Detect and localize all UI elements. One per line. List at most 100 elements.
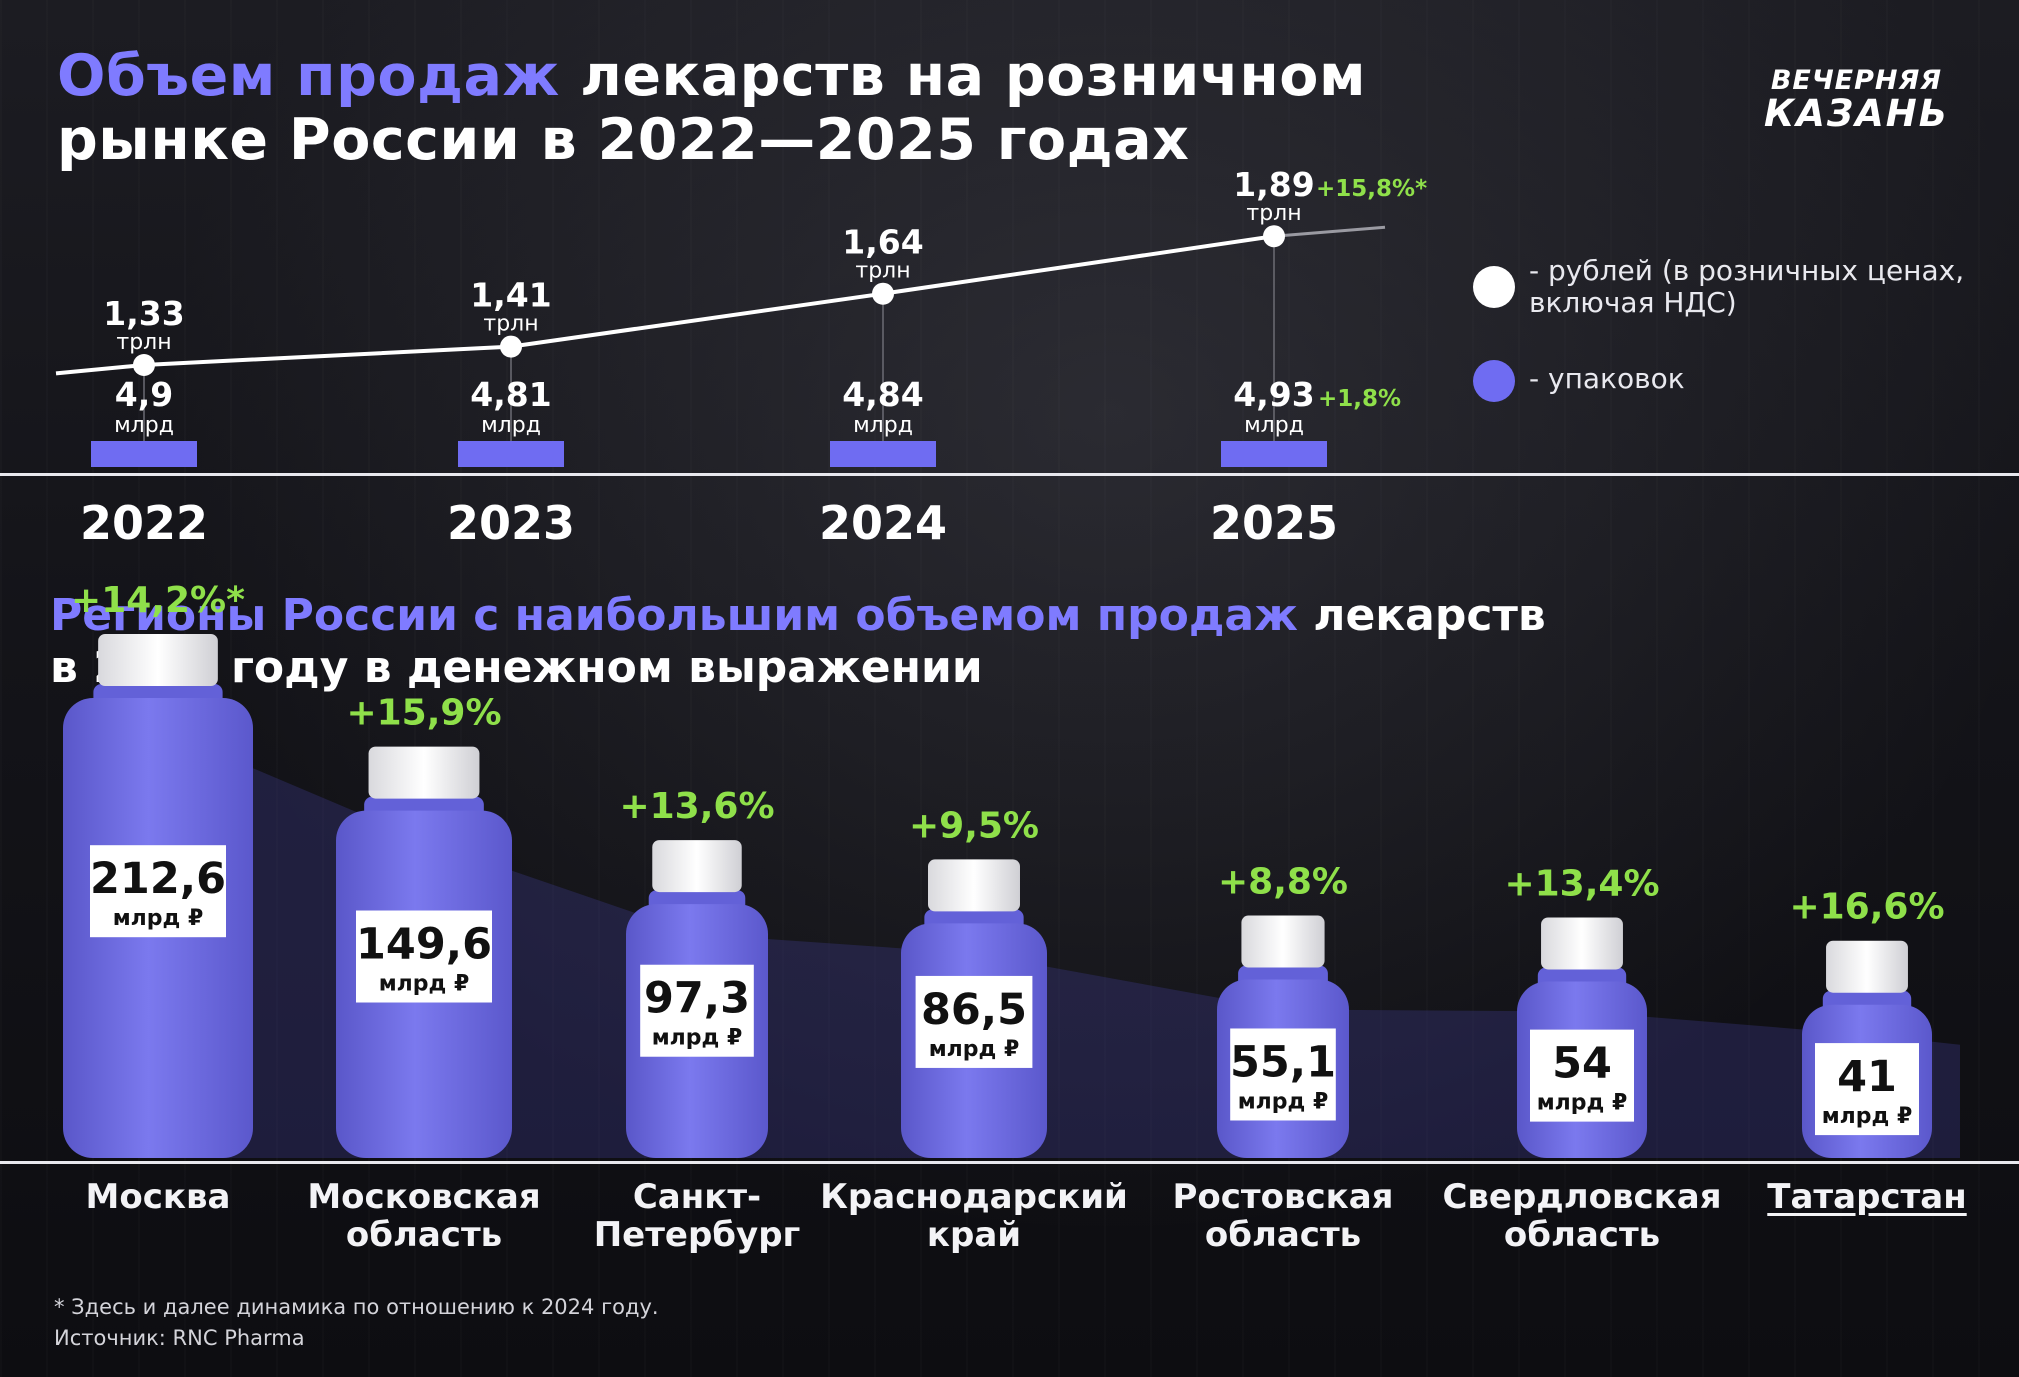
region-label-line: Свердловская [1442, 1177, 1722, 1217]
region-value-label: 97,3 [644, 974, 750, 1024]
rubles-value-label: 1,41 [470, 276, 551, 315]
region-value-label: 41 [1837, 1052, 1897, 1102]
sales-volume-chart: 1,33трлн4,9млрд20221,41трлн4,81млрд20231… [55, 170, 1427, 550]
page-title: Объем продаж лекарств на розничном рынке… [57, 44, 1366, 172]
rubles-value-label: 1,64 [842, 223, 923, 262]
region-growth-label: +14,2%* [71, 580, 245, 621]
region-growth-label: +8,8% [1218, 862, 1348, 903]
packages-value-label: 4,93 [1233, 375, 1314, 414]
region-label-line: область [345, 1215, 503, 1255]
region-label-line: край [926, 1215, 1022, 1255]
bottle-cap [1241, 915, 1325, 968]
region-growth-label: +9,5% [909, 805, 1039, 846]
region-label: Московская область [264, 1178, 584, 1254]
packages-bar [1221, 441, 1327, 467]
region-value-label: 86,5 [921, 985, 1027, 1035]
region-growth-label: +15,9% [346, 693, 501, 734]
legend-item-rub: - рублей (в розничных ценах, включая НДС… [1473, 255, 1989, 319]
rubles-point [1263, 225, 1285, 248]
rubles-point [133, 354, 155, 376]
region-label: Свердловская область [1422, 1178, 1742, 1254]
legend-purple-dot-icon [1473, 360, 1515, 402]
region-value-label: 149,6 [356, 920, 492, 970]
packages-bar [830, 441, 936, 467]
bottle-label-box [1815, 1043, 1919, 1136]
region-label-line: Татарстан [1767, 1177, 1967, 1217]
logo-line2: КАЗАНЬ [1764, 92, 1949, 135]
footnote-source: Источник: RNC Pharma [54, 1326, 305, 1350]
legend: - рублей (в розничных ценах, включая НДС… [1473, 255, 1989, 402]
region-unit-label: млрд ₽ [113, 906, 204, 931]
bottle-label-box [1530, 1029, 1634, 1122]
rubles-value-label: 1,33 [103, 294, 184, 333]
bottle-cap [98, 634, 218, 686]
region-unit-label: млрд ₽ [652, 1026, 743, 1051]
legend-rub-label: - рублей (в розничных ценах, включая НДС… [1529, 254, 1965, 319]
packages-unit-label: млрд [1244, 413, 1304, 438]
title-line1-rest: лекарств на розничном [559, 43, 1367, 109]
region-label: Татарстан [1707, 1178, 2019, 1216]
bottle-label-box [356, 910, 492, 1003]
region-label-line: область [1204, 1215, 1362, 1255]
vechernyaya-kazan-logo: ВЕЧЕРНЯЯ КАЗАНЬ [1764, 66, 1949, 133]
bottle-label-box [915, 975, 1033, 1068]
year-label: 2024 [819, 496, 947, 550]
top-chart-baseline [0, 473, 2019, 476]
bottle-label-box [640, 964, 754, 1057]
year-label: 2023 [447, 496, 575, 550]
bottle-cap [652, 840, 742, 893]
packages-value-label: 4,9 [115, 375, 173, 414]
packages-unit-label: млрд [481, 413, 541, 438]
packages-bar [91, 441, 197, 467]
regions-title-accent: Регионы России с наибольшим объемом прод… [50, 590, 1298, 641]
legend-white-dot-icon [1473, 266, 1515, 308]
region-label-line: Санкт- [632, 1177, 762, 1217]
region-unit-label: млрд ₽ [929, 1037, 1020, 1062]
region-growth-label: +13,6% [619, 786, 774, 827]
region-label: Ростовская область [1123, 1178, 1443, 1254]
rubles-unit-label: трлн [1246, 201, 1301, 226]
logo-line1: ВЕЧЕРНЯЯ [1770, 65, 1943, 96]
region-growth-label: +13,4% [1504, 863, 1659, 904]
region-value-label: 55,1 [1230, 1037, 1336, 1087]
bottle-cap [928, 859, 1020, 912]
region-label-line: Москва [85, 1177, 231, 1217]
title-line2: рынке России в 2022—2025 годах [57, 107, 1190, 173]
packages-value-label: 4,84 [842, 375, 923, 414]
region-label: Санкт- Петербург [537, 1178, 857, 1254]
rubles-unit-label: трлн [483, 312, 538, 337]
legend-item-packs: - упаковок [1473, 360, 1989, 402]
bottle-cap [1541, 917, 1623, 970]
region-growth-label: +16,6% [1789, 887, 1944, 928]
packages-bar [458, 441, 564, 467]
rubles-value-label: 1,89 [1233, 170, 1314, 204]
rubles-unit-label: трлн [855, 259, 910, 284]
region-unit-label: млрд ₽ [1537, 1091, 1628, 1116]
legend-packs-label: - упаковок [1529, 362, 1685, 395]
bottle-cap [1826, 940, 1908, 993]
rubles-point [500, 335, 522, 358]
region-label-line: Ростовская [1172, 1177, 1394, 1217]
region-label-line: область [1503, 1215, 1661, 1255]
rubles-point [872, 282, 894, 305]
rubles-growth-annotation: +15,8%* [1316, 176, 1427, 202]
region-value-label: 54 [1552, 1039, 1612, 1089]
packages-value-label: 4,81 [470, 375, 551, 414]
regions-title-rest: лекарств [1297, 590, 1546, 641]
region-label: Краснодарский край [814, 1178, 1134, 1254]
rubles-unit-label: трлн [116, 330, 171, 355]
footnote: * Здесь и далее динамика по отношению к … [54, 1292, 659, 1354]
rubles-line-extension [1273, 225, 1386, 238]
region-label-line: Московская [307, 1177, 541, 1217]
title-accent: Объем продаж [57, 43, 560, 109]
region-unit-label: млрд ₽ [379, 972, 470, 997]
bottle-label-box [90, 845, 226, 938]
